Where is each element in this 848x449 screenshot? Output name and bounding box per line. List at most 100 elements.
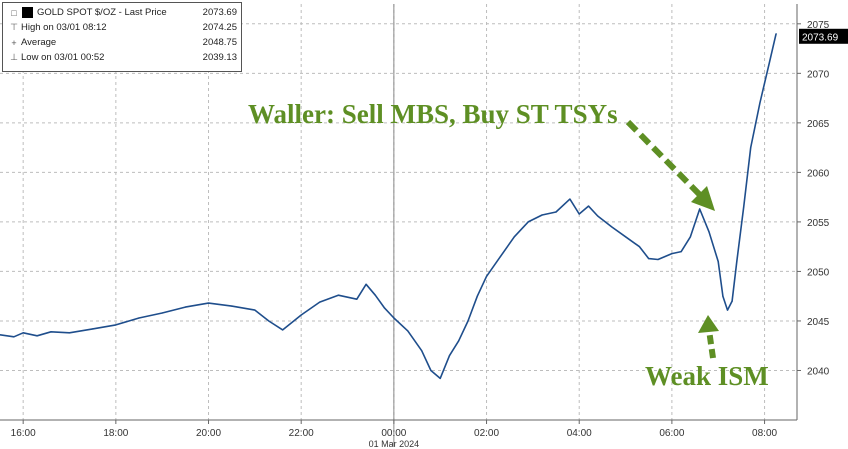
series-point <box>717 260 719 263</box>
series-point <box>527 221 529 223</box>
series-point <box>393 317 395 319</box>
x-tick-label: 18:00 <box>103 428 128 439</box>
x-tick-label: 16:00 <box>11 428 36 439</box>
series-point <box>282 329 284 331</box>
series-point <box>448 355 451 357</box>
x-tick-label: 02:00 <box>474 428 499 439</box>
series-point <box>587 205 590 207</box>
series-point <box>383 307 386 309</box>
series-point <box>699 208 701 210</box>
series-layer <box>0 33 777 380</box>
series-point <box>476 295 478 297</box>
series-point <box>731 300 733 302</box>
series-point <box>680 251 682 253</box>
high-marker-icon: ⊤ <box>10 22 18 32</box>
date-label: 01 Mar 2024 <box>369 439 420 449</box>
series-point <box>13 336 15 338</box>
series-point <box>726 309 729 311</box>
series-point <box>611 226 613 228</box>
legend-avg-label: Average <box>21 37 57 48</box>
series-point <box>407 330 409 332</box>
series-point <box>708 231 710 233</box>
x-tick-label: 04:00 <box>567 428 592 439</box>
series-point <box>671 253 673 255</box>
series-point <box>541 214 543 216</box>
series-point <box>207 302 210 304</box>
y-tick-label: 2070 <box>807 69 830 80</box>
ism-arrow <box>706 329 716 359</box>
x-tick-label: 06:00 <box>659 428 684 439</box>
series-point <box>300 314 302 316</box>
legend-low-value: 2039.13 <box>202 52 237 63</box>
series-point <box>555 211 557 213</box>
waller-arrowhead <box>691 186 715 211</box>
waller-annotation: Waller: Sell MBS, Buy ST TSYs <box>248 99 618 129</box>
series-point <box>569 198 571 200</box>
series-point <box>319 301 321 303</box>
legend-high-row: ⊤ High on 03/01 08:12 2074.25 <box>7 20 237 35</box>
legend-low-label: Low on 03/01 00:52 <box>21 52 105 63</box>
series-point <box>36 335 38 337</box>
series-point <box>50 331 52 333</box>
series-point <box>759 102 761 104</box>
series-point <box>578 213 580 215</box>
x-tick-label: 22:00 <box>289 428 314 439</box>
legend-high-label: High on 03/01 08:12 <box>21 22 107 33</box>
series-point <box>430 369 432 372</box>
legend-avg-row: + Average 2048.75 <box>7 35 237 50</box>
series-point <box>374 294 376 296</box>
y-tick-label: 2060 <box>807 168 830 179</box>
series-point <box>750 147 752 149</box>
grid <box>0 4 797 420</box>
series-swatch-icon <box>22 7 33 18</box>
x-tick-labels: 16:00 18:00 20:00 22:00 00:00 02:00 04:00 06:00… <box>11 420 778 439</box>
legend-avg-value: 2048.75 <box>202 37 237 48</box>
series-point <box>138 317 140 319</box>
series-point <box>421 350 423 352</box>
series-point <box>356 298 358 300</box>
series-point <box>22 332 24 334</box>
legend-last-price: 2073.69 <box>202 7 237 18</box>
y-tick-label: 2045 <box>807 317 830 328</box>
series-point <box>161 312 163 314</box>
last-price-tag-text: 2073.69 <box>802 32 839 43</box>
series-point <box>115 324 117 326</box>
series-point <box>92 328 94 330</box>
series-point <box>657 258 659 261</box>
ism-annotation: Weak ISM <box>645 361 769 391</box>
legend-low-row: ⊥ Low on 03/01 00:52 2039.13 <box>7 50 237 65</box>
series-point <box>689 236 692 238</box>
series-point <box>513 236 515 238</box>
series-point <box>485 275 488 277</box>
legend-box: □ GOLD SPOT $/OZ - Last Price 2073.69 ⊤ … <box>2 2 242 72</box>
series-point <box>365 283 367 285</box>
last-price-tag: 2073.69 <box>799 28 848 44</box>
ism-arrowhead <box>698 315 719 333</box>
x-tick-label: 08:00 <box>752 428 777 439</box>
series-point <box>337 294 339 296</box>
series-point <box>184 306 186 308</box>
series-point <box>624 236 627 238</box>
y-tick-label: 2050 <box>807 267 830 278</box>
series-point <box>268 320 270 322</box>
y-tick-label: 2075 <box>807 20 830 31</box>
series-point <box>743 206 745 208</box>
legend-high-value: 2074.25 <box>202 22 237 33</box>
series-point <box>68 332 71 334</box>
series-point <box>597 215 599 217</box>
expand-icon[interactable]: □ <box>11 7 17 18</box>
series-point <box>722 295 724 297</box>
legend-title: GOLD SPOT $/OZ - Last Price <box>37 7 167 18</box>
last-price-tag-box <box>799 28 848 44</box>
average-marker-icon: + <box>11 37 17 48</box>
low-marker-icon: ⊥ <box>10 52 18 62</box>
series-point <box>439 377 441 379</box>
waller-arrow <box>625 119 704 199</box>
annotations: Waller: Sell MBS, Buy ST TSYs Weak ISM <box>248 99 769 391</box>
x-tick-label: 00:00 <box>381 428 406 439</box>
series-point <box>0 334 1 336</box>
series-point <box>775 33 777 35</box>
series-point <box>768 62 770 65</box>
